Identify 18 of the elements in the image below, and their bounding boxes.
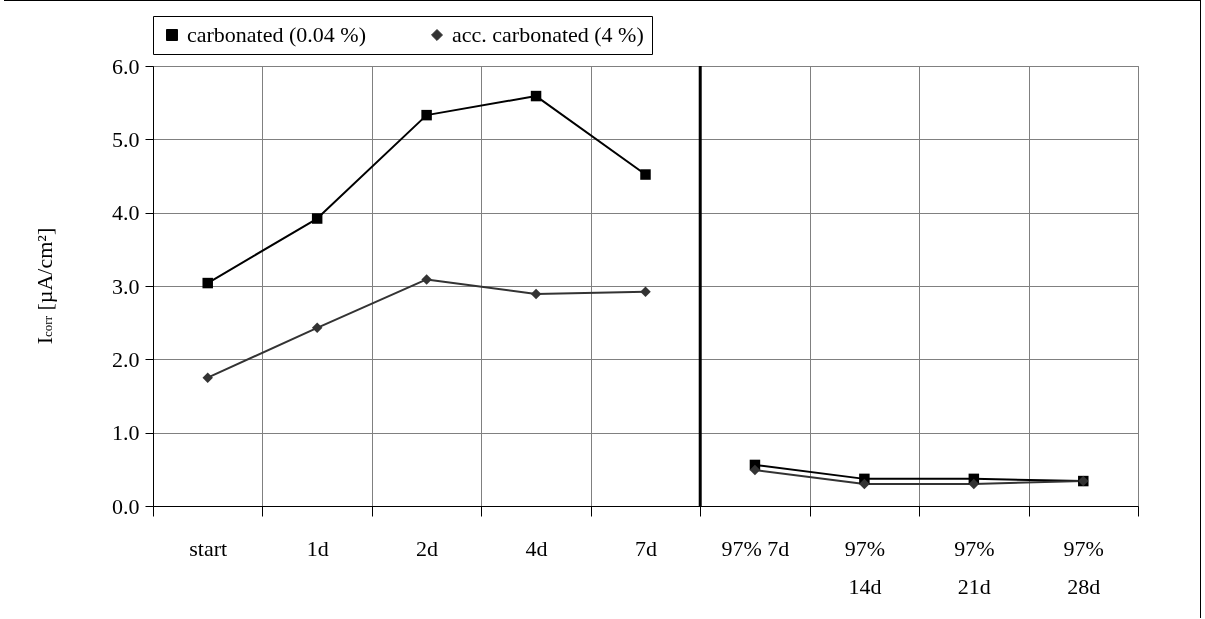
x-tick-label: 2d [416, 535, 439, 561]
x-tick-label: 97% 14d [844, 535, 886, 599]
x-tick-label: 7d [635, 535, 657, 561]
y-tick-label: 5.0 [112, 126, 140, 152]
x-tick-label: 97% 28d [1063, 535, 1104, 599]
legend-label: carbonated (0.04 %) [187, 22, 366, 47]
y-tick-label: 4.0 [112, 200, 140, 226]
y-tick-label: 2.0 [112, 346, 140, 372]
y-tick-label: 1.0 [112, 420, 140, 446]
x-tick-label: 4d [525, 535, 548, 561]
x-tick-label: 97% 21d [954, 535, 995, 599]
x-tick-label: start [189, 535, 228, 561]
legend-label: acc. carbonated (4 %) [452, 22, 644, 47]
y-tick-label: 0.0 [112, 493, 140, 519]
x-tick-label: 1d [306, 535, 329, 561]
x-tick-label: 97% 7d [721, 535, 790, 561]
y-tick-label: 3.0 [112, 273, 140, 299]
y-tick-label: 6.0 [112, 53, 140, 79]
